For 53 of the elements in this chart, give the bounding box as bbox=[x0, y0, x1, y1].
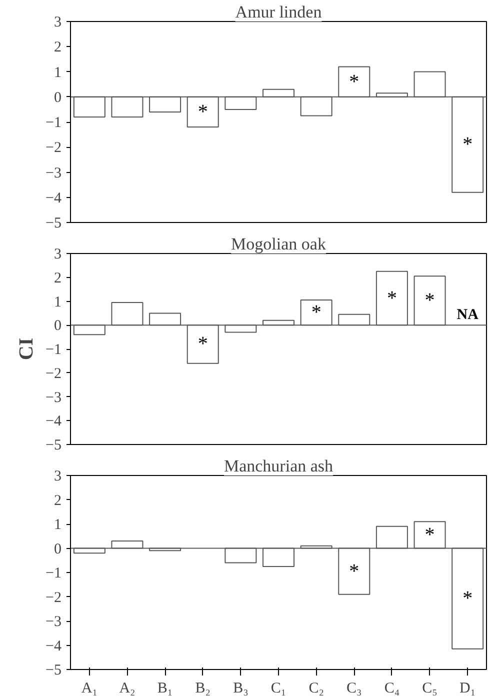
y-tick-label: 3 bbox=[54, 14, 62, 30]
annotation: NA bbox=[456, 307, 479, 324]
y-tick-label: −5 bbox=[46, 662, 62, 678]
y-tick-label: −1 bbox=[46, 342, 62, 358]
y-tick-label: 1 bbox=[54, 64, 62, 81]
x-tick-label: C₅ bbox=[422, 680, 438, 696]
x-tick-label: C₃ bbox=[346, 680, 362, 696]
chart-title: Manchurian ash bbox=[224, 456, 334, 476]
y-tick-label: −1 bbox=[46, 566, 62, 582]
y-tick-label: −2 bbox=[46, 140, 62, 156]
annotation: * bbox=[198, 100, 208, 123]
y-tick-label: −4 bbox=[46, 190, 62, 206]
y-tick-label: −4 bbox=[46, 414, 62, 430]
annotation: * bbox=[386, 287, 397, 310]
x-tick-label: B₃ bbox=[233, 680, 248, 696]
y-tick-label: 2 bbox=[54, 270, 62, 286]
y-tick-label: −3 bbox=[46, 614, 62, 630]
y-axis-title: CI bbox=[16, 338, 38, 360]
y-tick-label: 3 bbox=[54, 246, 62, 262]
annotation: * bbox=[424, 290, 435, 312]
y-tick-label: −5 bbox=[46, 216, 62, 232]
annotation: * bbox=[349, 70, 360, 93]
x-tick-label: A₁ bbox=[81, 680, 98, 696]
y-tick-label: 0 bbox=[54, 90, 62, 106]
y-tick-label: −2 bbox=[46, 366, 62, 382]
y-tick-label: −5 bbox=[46, 438, 62, 454]
annotation: * bbox=[462, 588, 473, 610]
y-tick-label: −1 bbox=[46, 115, 62, 131]
y-tick-label: 1 bbox=[54, 517, 62, 533]
x-tick-label: A₂ bbox=[119, 680, 136, 696]
chart-title: Mogolian oak bbox=[231, 234, 326, 254]
x-tick-label: C₁ bbox=[270, 680, 286, 696]
y-tick-label: 0 bbox=[54, 541, 62, 558]
y-tick-label: −4 bbox=[46, 638, 62, 654]
x-tick-label: C₄ bbox=[384, 680, 400, 696]
x-tick-label: C₂ bbox=[308, 680, 324, 696]
annotation: * bbox=[462, 134, 473, 156]
annotation: * bbox=[349, 560, 360, 582]
y-tick-label: 2 bbox=[54, 492, 62, 509]
y-tick-label: 2 bbox=[54, 40, 62, 56]
annotation: * bbox=[424, 524, 435, 546]
y-tick-label: −3 bbox=[46, 165, 62, 182]
y-tick-label: 0 bbox=[54, 318, 62, 334]
y-tick-label: 3 bbox=[54, 468, 62, 484]
x-tick-label: B₂ bbox=[195, 680, 210, 696]
y-tick-label: −2 bbox=[46, 590, 62, 606]
x-tick-label: B₁ bbox=[157, 680, 173, 696]
y-tick-label: 1 bbox=[54, 294, 62, 310]
annotation: * bbox=[198, 333, 208, 356]
annotation: * bbox=[311, 302, 322, 324]
chart-title: Amur linden bbox=[235, 2, 322, 22]
x-tick-label: D₁ bbox=[460, 680, 476, 696]
y-tick-label: −3 bbox=[46, 390, 62, 406]
